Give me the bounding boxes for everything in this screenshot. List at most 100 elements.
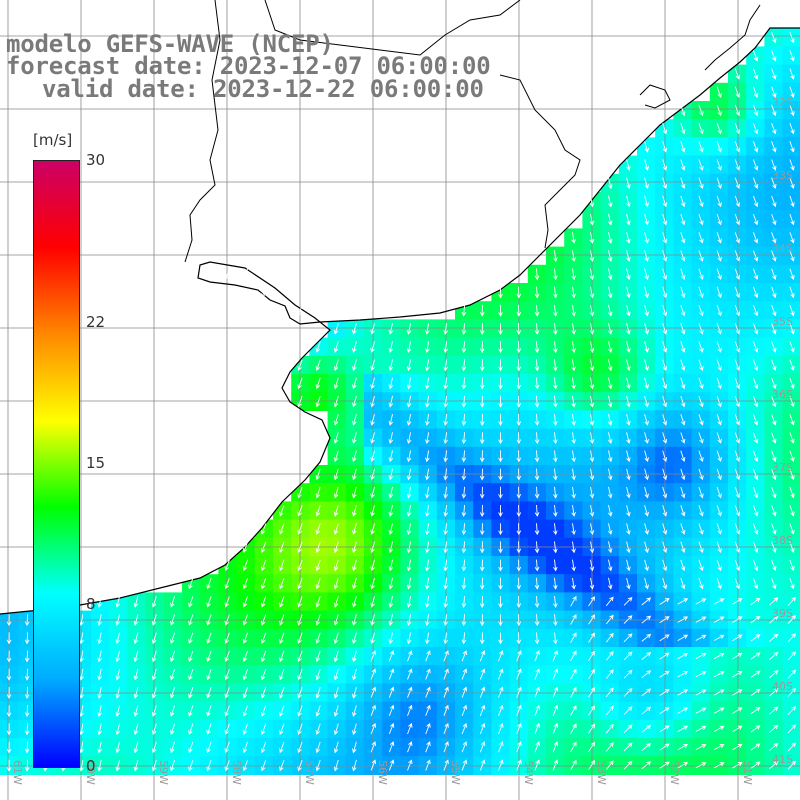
wind-arrow	[461, 341, 467, 354]
wind-arrow	[752, 250, 759, 262]
wind-arrow	[789, 577, 795, 590]
wind-arrow	[352, 341, 357, 353]
wind-arrow	[333, 614, 339, 626]
wind-arrow	[6, 668, 12, 681]
wind-arrow	[644, 377, 649, 390]
wind-arrow	[789, 432, 795, 444]
wind-arrow	[370, 759, 377, 771]
wind-arrow	[206, 741, 212, 754]
wind-arrow	[662, 450, 668, 463]
wind-arrow	[443, 722, 449, 735]
wind-arrow	[713, 598, 725, 605]
wind-arrow	[425, 377, 430, 390]
wind-arrow	[662, 122, 668, 135]
wind-arrow	[752, 359, 759, 371]
wind-arrow	[79, 741, 84, 754]
wind-arrow	[789, 68, 795, 80]
wind-arrow	[695, 725, 707, 732]
wind-arrow	[297, 523, 303, 535]
wind-arrow	[534, 268, 540, 281]
wind-arrow	[170, 614, 176, 626]
wind-arrow	[151, 687, 157, 699]
wind-arrow	[677, 652, 689, 660]
wind-arrow	[315, 596, 321, 608]
wind-arrow	[516, 722, 522, 735]
wind-arrow	[297, 359, 303, 371]
wind-arrow	[370, 614, 375, 626]
wind-arrow	[388, 377, 394, 390]
wind-arrow	[370, 559, 375, 572]
wind-arrow	[425, 704, 431, 716]
wind-arrow	[662, 268, 668, 281]
wind-arrow	[407, 704, 413, 716]
wind-arrow	[352, 559, 357, 572]
wind-arrow	[680, 141, 686, 153]
wind-arrow	[607, 486, 613, 499]
wind-arrow	[734, 377, 741, 390]
wind-arrow	[789, 523, 795, 535]
wind-arrow	[623, 596, 633, 606]
wind-arrow	[333, 759, 339, 772]
wind-arrow	[388, 486, 394, 499]
wind-arrow	[425, 341, 430, 354]
wind-arrow	[133, 614, 139, 626]
wind-arrow	[716, 359, 722, 371]
wind-arrow	[170, 650, 176, 663]
wind-arrow	[516, 632, 522, 645]
wind-arrow	[79, 614, 84, 627]
wind-cell	[782, 374, 800, 393]
wind-arrow	[680, 523, 686, 535]
wind-arrow	[680, 250, 686, 262]
wind-arrow	[370, 341, 375, 353]
latitude-labels: 32S 33S 34S 35S 36S 37S 38S 39S 40S 41S	[772, 96, 793, 766]
wind-arrow	[552, 741, 559, 753]
wind-arrow	[297, 377, 303, 390]
wind-arrow	[279, 650, 285, 663]
wind-arrow	[443, 741, 449, 753]
wind-cell	[782, 192, 800, 211]
wind-arrow	[370, 523, 375, 535]
wind-arrow	[552, 759, 559, 771]
wind-arrow	[333, 377, 339, 390]
wind-arrow	[260, 286, 267, 299]
wind-arrow	[734, 104, 741, 117]
wind-arrow	[224, 596, 230, 608]
wind-arrow	[789, 31, 795, 44]
wind-arrow	[607, 250, 613, 263]
wind-arrow	[188, 650, 194, 663]
wind-cell	[782, 155, 800, 175]
wind-arrow	[370, 722, 377, 735]
wind-arrow	[352, 486, 357, 499]
wind-arrow	[623, 706, 633, 715]
longitude-label: 55W	[449, 760, 462, 785]
wind-cell	[782, 574, 800, 593]
wind-arrow	[659, 670, 670, 678]
wind-arrow	[206, 723, 212, 735]
wind-arrow	[352, 668, 357, 681]
wind-arrow	[607, 468, 613, 481]
wind-arrow	[333, 432, 339, 444]
colorbar-tick: 8	[86, 595, 96, 614]
wind-arrow	[752, 559, 759, 572]
wind-arrow	[571, 323, 576, 335]
wind-cell	[782, 46, 800, 66]
wind-arrow	[626, 486, 631, 499]
wind-arrow	[771, 104, 777, 117]
wind-arrow	[352, 650, 357, 663]
wind-arrow	[279, 705, 285, 717]
wind-arrow	[297, 705, 303, 717]
wind-arrow	[170, 668, 176, 681]
wind-arrow	[552, 650, 559, 662]
wind-arrow	[732, 689, 743, 696]
wind-arrow	[425, 722, 431, 735]
wind-arrow	[498, 432, 503, 445]
wind-arrow	[626, 468, 631, 481]
wind-arrow	[206, 577, 212, 590]
wind-arrow	[333, 414, 339, 426]
wind-arrow	[607, 341, 613, 354]
wind-arrow	[713, 671, 725, 678]
wind-arrow	[333, 395, 339, 408]
wind-arrow	[315, 395, 321, 408]
wind-arrow	[479, 359, 485, 372]
wind-arrow	[425, 523, 430, 536]
